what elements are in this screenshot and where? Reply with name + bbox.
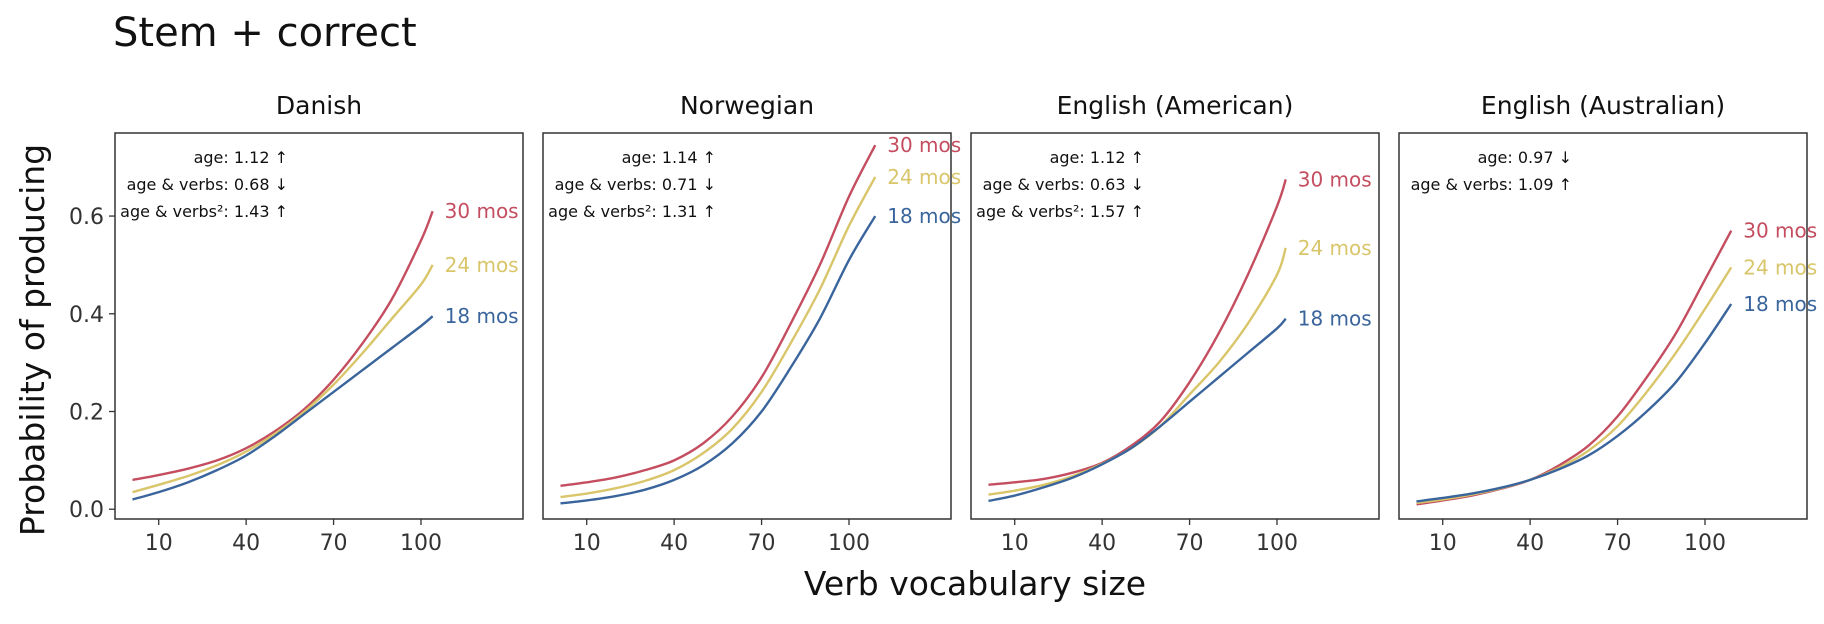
x-axis-title: Verb vocabulary size [804,564,1146,603]
series-line-24-mos [132,264,434,494]
y-tick-label: 0.2 [69,401,104,426]
panel-frame [1398,132,1808,520]
model-annotation: age & verbs: 0.63 ↓ [983,175,1144,194]
x-tick-label: 10 [1001,531,1029,556]
series-label-24-mos: 24 mos [1298,236,1372,260]
y-tick-label: 0.0 [69,498,104,523]
series-line-24-mos [988,247,1287,496]
x-tick-label: 70 [320,531,348,556]
x-tick-label: 10 [573,531,601,556]
series-label-18-mos: 18 mos [1743,292,1817,316]
series-label-30-mos: 30 mos [445,199,519,223]
model-annotation: age: 1.12 ↑ [1050,148,1144,167]
series-label-18-mos: 18 mos [445,304,519,328]
series-line-30-mos [560,144,877,487]
x-tick-label: 10 [145,531,173,556]
series-label-24-mos: 24 mos [1743,255,1817,279]
panel-danish: Danish 10 40 70 100 0.0 0.2 0.4 0.6 age: 1.12 ↑ ag… [69,91,524,556]
model-annotation: age & verbs: 1.09 ↑ [1411,175,1572,194]
series-line-24-mos [1416,266,1733,505]
x-tick-label: 100 [400,531,442,556]
model-annotation: age: 0.97 ↓ [1478,148,1572,167]
series-label-18-mos: 18 mos [887,204,961,228]
x-tick-label: 40 [660,531,688,556]
x-tick-label: 40 [1516,531,1544,556]
series-label-30-mos: 30 mos [887,133,961,157]
panel-frame [970,132,1380,520]
y-axis-title: Probability of producing [13,144,52,536]
y-tick-label: 0.4 [69,303,104,328]
model-annotation: age: 1.12 ↑ [194,148,288,167]
x-tick-label: 100 [1684,531,1726,556]
series-line-18-mos [560,215,877,505]
panel-title: English (American) [1057,91,1294,120]
x-tick-label: 70 [1604,531,1632,556]
series-line-30-mos [132,210,434,482]
model-annotation: age & verbs²: 1.57 ↑ [976,202,1144,221]
panel-norwegian: Norwegian 10 40 70 100 age: 1.14 ↑ age & verbs… [542,91,961,556]
series-line-24-mos [560,176,877,499]
panel-title: Norwegian [680,91,814,120]
x-tick-label: 70 [1176,531,1204,556]
panel-title: English (Australian) [1481,91,1725,120]
x-tick-label: 40 [1088,531,1116,556]
panel-title: Danish [276,91,362,120]
x-tick-label: 100 [828,531,870,556]
panel-english-american: English (American) 10 40 70 100 age: 1.12 ↑ ag… [970,91,1380,556]
x-tick-label: 100 [1256,531,1298,556]
series-label-30-mos: 30 mos [1298,167,1372,191]
series-line-30-mos [988,179,1287,486]
model-annotation: age & verbs: 0.68 ↓ [127,175,288,194]
series-label-30-mos: 30 mos [1743,219,1817,243]
chart-title: Stem + correct [113,10,417,56]
panel-english-australian: English (Australian) 10 40 70 100 age: 0.97 ↓… [1398,91,1817,556]
panels: Danish 10 40 70 100 0.0 0.2 0.4 0.6 age: 1.12 ↑ ag… [69,91,1817,556]
model-annotation: age & verbs: 0.71 ↓ [555,175,716,194]
x-tick-label: 70 [748,531,776,556]
model-annotation: age: 1.14 ↑ [622,148,716,167]
panel-frame [114,132,524,520]
panel-frame [542,132,952,520]
y-tick-label: 0.6 [69,205,104,230]
series-label-24-mos: 24 mos [887,165,961,189]
series-label-18-mos: 18 mos [1298,307,1372,331]
model-annotation: age & verbs²: 1.43 ↑ [120,202,288,221]
series-line-18-mos [132,315,434,501]
series-label-24-mos: 24 mos [445,253,519,277]
x-tick-label: 40 [232,531,260,556]
x-tick-label: 10 [1429,531,1457,556]
series-line-18-mos [1416,303,1733,503]
series-line-18-mos [988,317,1287,503]
model-annotation: age & verbs²: 1.31 ↑ [548,202,716,221]
